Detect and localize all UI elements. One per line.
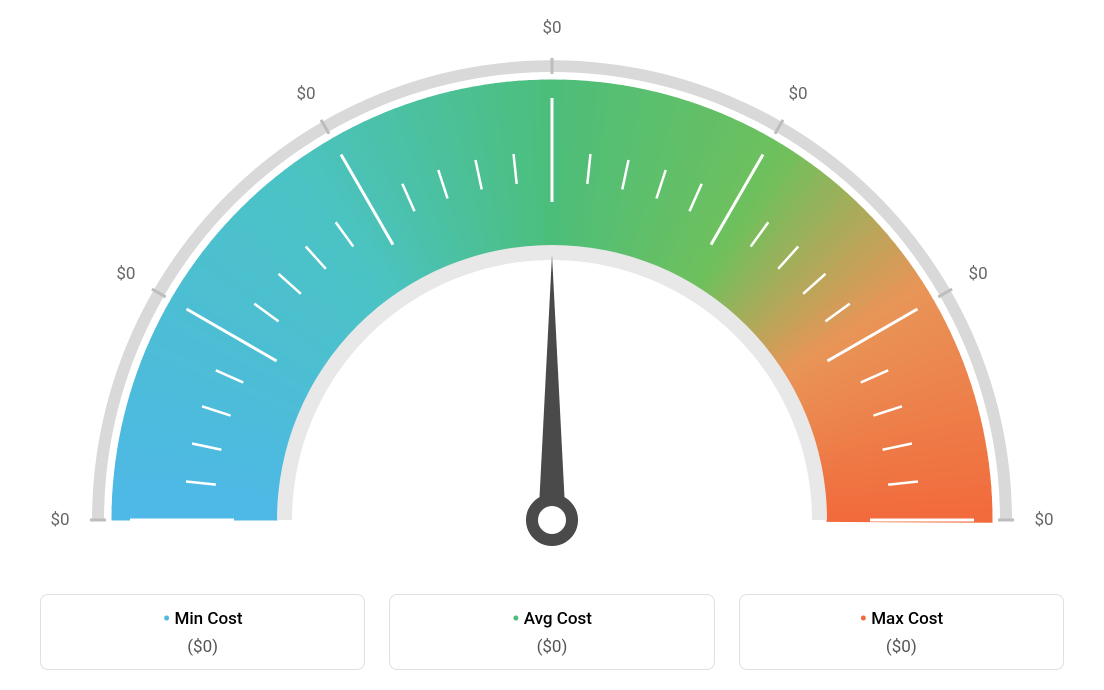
gauge-chart: $0 $0 $0 $0 $0 $0 $0 xyxy=(0,0,1104,560)
gauge-tick-label: $0 xyxy=(296,84,315,104)
legend-card-avg: •Avg Cost ($0) xyxy=(389,594,714,670)
cost-gauge-container: $0$0$0$0$0$0$0 •Min Cost ($0) •Avg Cost … xyxy=(0,0,1104,690)
legend-label-text: Min Cost xyxy=(174,609,242,629)
legend-row: •Min Cost ($0) •Avg Cost ($0) •Max Cost … xyxy=(40,594,1064,670)
legend-value-max: ($0) xyxy=(740,637,1063,657)
legend-card-min: •Min Cost ($0) xyxy=(40,594,365,670)
gauge-tick-label: $0 xyxy=(50,510,69,530)
dot-icon: • xyxy=(512,607,520,632)
legend-label-avg: •Avg Cost xyxy=(390,609,713,629)
legend-label-text: Max Cost xyxy=(871,609,943,629)
gauge-tick-label: $0 xyxy=(116,264,135,284)
gauge-svg xyxy=(0,0,1104,560)
legend-value-avg: ($0) xyxy=(390,637,713,657)
gauge-tick-label: $0 xyxy=(788,84,807,104)
gauge-tick-label: $0 xyxy=(969,264,988,284)
gauge-tick-label: $0 xyxy=(1034,510,1053,530)
gauge-tick-label: $0 xyxy=(542,18,561,38)
legend-value-min: ($0) xyxy=(41,637,364,657)
legend-label-text: Avg Cost xyxy=(524,609,592,629)
legend-label-min: •Min Cost xyxy=(41,609,364,629)
legend-label-max: •Max Cost xyxy=(740,609,1063,629)
dot-icon: • xyxy=(163,607,171,632)
legend-card-max: •Max Cost ($0) xyxy=(739,594,1064,670)
dot-icon: • xyxy=(859,607,867,632)
